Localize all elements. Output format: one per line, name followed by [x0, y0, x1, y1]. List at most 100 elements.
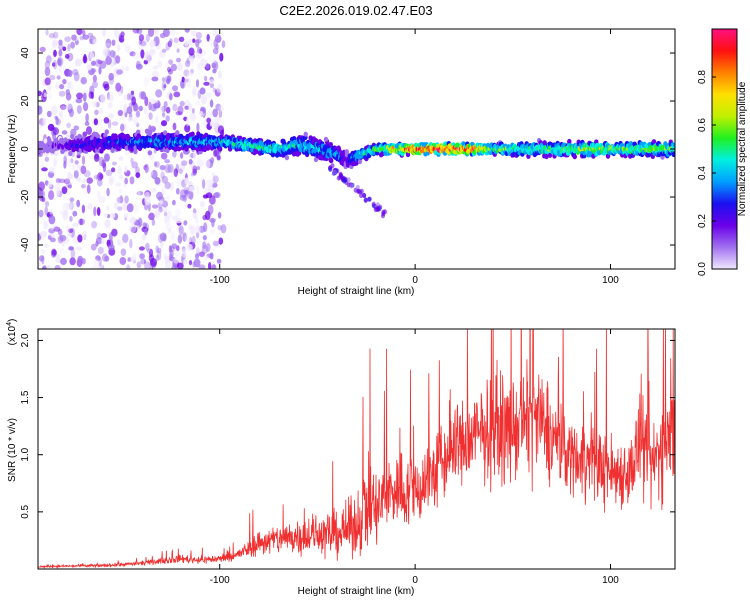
- noise-cell: [188, 56, 194, 64]
- noise-cell: [213, 149, 218, 157]
- noise-cell: [52, 62, 56, 67]
- noise-cell: [218, 70, 222, 79]
- noise-cell: [41, 265, 47, 269]
- noise-cell: [48, 166, 56, 174]
- noise-cell: [90, 52, 95, 59]
- noise-cell: [209, 252, 214, 260]
- noise-cell: [53, 49, 57, 58]
- noise-cell: [209, 99, 214, 108]
- noise-cell: [47, 85, 52, 91]
- noise-cell: [181, 160, 188, 166]
- noise-cell: [47, 235, 52, 240]
- band-cell: [303, 131, 308, 137]
- noise-cell: [96, 207, 101, 216]
- noise-cell: [161, 175, 169, 184]
- noise-cell: [50, 105, 58, 116]
- noise-cell: [172, 85, 178, 92]
- noise-cell: [190, 30, 198, 37]
- noise-cell: [130, 256, 137, 262]
- noise-cell: [80, 178, 87, 184]
- noise-cell: [165, 115, 170, 122]
- noise-cell: [49, 208, 53, 215]
- band-cell: [660, 154, 665, 160]
- noise-cell: [154, 209, 160, 219]
- noise-cell: [111, 228, 118, 237]
- noise-cell: [171, 243, 178, 250]
- noise-cell: [161, 81, 167, 91]
- noise-cell: [155, 245, 159, 254]
- noise-cell: [216, 155, 221, 161]
- noise-cell: [197, 90, 202, 100]
- noise-cell: [76, 105, 82, 114]
- noise-cell: [98, 257, 102, 267]
- noise-cell: [200, 201, 205, 208]
- noise-cell: [176, 262, 184, 269]
- noise-cell: [122, 111, 126, 121]
- noise-cell: [92, 221, 98, 227]
- noise-cell: [74, 160, 79, 165]
- colorbar-tick-label: 0.2: [697, 214, 708, 228]
- noise-cell: [135, 172, 141, 179]
- spectrogram-y-tick-label: 20: [20, 95, 31, 107]
- noise-cell: [73, 72, 80, 82]
- noise-cell: [104, 42, 112, 49]
- noise-cell: [212, 175, 219, 183]
- noise-cell: [135, 110, 141, 118]
- noise-cell: [165, 205, 170, 213]
- noise-cell: [68, 246, 74, 251]
- noise-cell: [201, 179, 206, 189]
- noise-cell: [54, 115, 58, 120]
- noise-cell: [195, 31, 202, 40]
- noise-cell: [126, 264, 131, 269]
- noise-cell: [184, 105, 190, 110]
- noise-cell: [157, 233, 163, 243]
- spectrogram-cells: [38, 29, 675, 269]
- noise-cell: [176, 178, 183, 188]
- colorbar-tick-label: 0.0: [697, 262, 708, 276]
- noise-cell: [155, 254, 160, 262]
- band-cell: [104, 129, 110, 135]
- noise-cell: [175, 111, 183, 116]
- noise-cell: [116, 196, 124, 204]
- noise-cell: [80, 184, 86, 189]
- noise-cell: [55, 253, 61, 263]
- noise-cell: [61, 186, 68, 195]
- noise-cell: [52, 127, 60, 136]
- noise-cell: [102, 253, 108, 262]
- noise-cell: [138, 91, 145, 100]
- noise-cell: [164, 215, 169, 223]
- noise-cell: [198, 251, 205, 257]
- noise-cell: [65, 225, 69, 233]
- noise-cell: [65, 181, 72, 187]
- noise-cell: [41, 196, 46, 202]
- band-cell: [147, 129, 153, 135]
- noise-cell: [149, 40, 156, 48]
- band-cell: [329, 158, 334, 164]
- snr-panel: -100 0 100 0.5 1.0 1.5 2.0 Height of straight…: [6, 319, 676, 597]
- noise-cell: [103, 212, 108, 218]
- noise-cell: [134, 203, 139, 214]
- noise-cell: [184, 60, 191, 68]
- figure-title: C2E2.2026.019.02.47.E03: [279, 3, 432, 18]
- noise-cell: [140, 91, 147, 100]
- noise-cell: [146, 248, 154, 254]
- noise-cell: [99, 107, 104, 115]
- noise-cell: [160, 171, 165, 180]
- noise-cell: [44, 60, 50, 69]
- noise-cell: [129, 176, 135, 185]
- noise-cell: [108, 72, 114, 81]
- snr-x-tick-label: -100: [210, 575, 230, 586]
- trail-cell: [375, 205, 380, 211]
- noise-cell: [118, 188, 123, 194]
- noise-cell: [62, 78, 67, 85]
- noise-cell: [56, 186, 60, 197]
- noise-cell: [207, 204, 214, 215]
- noise-cell: [155, 115, 159, 124]
- noise-cell: [48, 228, 55, 234]
- noise-cell: [211, 171, 216, 179]
- noise-cell: [152, 65, 159, 70]
- noise-cell: [82, 92, 87, 102]
- noise-cell: [86, 126, 92, 135]
- noise-cell: [144, 163, 149, 174]
- noise-cell: [105, 205, 110, 211]
